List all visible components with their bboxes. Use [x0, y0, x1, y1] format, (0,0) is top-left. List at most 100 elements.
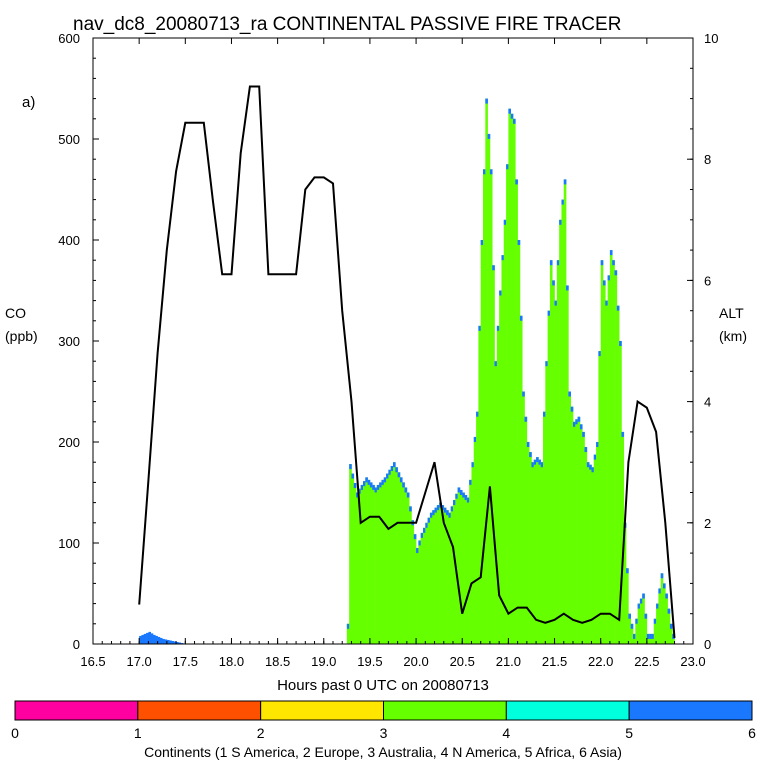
co-bar: [522, 391, 525, 644]
x-axis-label: Hours past 0 UTC on 20080713: [277, 677, 489, 694]
co-bar-asia-cap: [635, 618, 638, 624]
co-asia-bar: [143, 633, 147, 644]
co-bar: [473, 436, 477, 644]
co-bar-asia-cap: [526, 442, 530, 447]
x-tick-label: 21.5: [542, 654, 567, 669]
co-bar: [658, 588, 661, 644]
co-bar: [492, 265, 495, 644]
co-bar-asia-cap: [423, 527, 426, 533]
co-bar: [609, 250, 613, 644]
co-bar-asia-cap: [464, 495, 468, 501]
co-bar-asia-cap: [480, 240, 484, 245]
colorbar-swatch: [383, 700, 507, 721]
co-bar-asia-cap: [388, 469, 391, 475]
y-right-tick-label: 10: [704, 31, 718, 46]
y-left-tick-label: 400: [58, 233, 80, 248]
co-bar: [413, 534, 417, 644]
co-bar: [584, 447, 588, 644]
co-bar: [420, 532, 424, 644]
co-bar: [406, 492, 410, 644]
co-bar: [487, 133, 491, 644]
co-bar-asia-cap: [554, 300, 558, 306]
co-bar-asia-cap: [616, 305, 620, 311]
co-bar: [381, 479, 385, 644]
co-bar-asia-cap: [552, 280, 555, 286]
x-tick-label: 23.0: [680, 654, 705, 669]
co-bar-asia-cap: [455, 493, 458, 499]
co-bar: [441, 505, 445, 644]
co-bar-asia-cap: [393, 462, 396, 468]
co-bar-asia-cap: [626, 568, 629, 574]
co-bar-asia-cap: [358, 488, 361, 494]
co-bar-asia-cap: [566, 285, 569, 291]
co-asia-bar: [146, 632, 149, 644]
co-bar-asia-cap: [605, 300, 608, 306]
co-bar-asia-cap: [508, 108, 511, 114]
co-bar: [633, 633, 636, 644]
co-bar: [526, 442, 530, 644]
co-bar: [464, 495, 468, 644]
co-bar: [538, 459, 541, 644]
co-bar-asia-cap: [559, 219, 562, 225]
co-bar: [356, 492, 359, 644]
co-bar-asia-cap: [517, 240, 521, 245]
co-bar-asia-cap: [538, 459, 541, 465]
co-asia-bar: [153, 634, 156, 644]
co-asia-bar: [159, 637, 163, 644]
colorbar-ticks: 0 1 2 3 4 5 6: [11, 725, 756, 741]
co-bar: [390, 465, 394, 644]
co-bar-asia-cap: [360, 484, 364, 490]
co-bar: [432, 510, 435, 644]
co-bar: [506, 164, 509, 644]
co-bar-asia-cap: [633, 633, 636, 639]
co-bar-asia-cap: [457, 487, 461, 493]
colorbar-swatch: [260, 700, 384, 721]
co-bar: [616, 305, 620, 644]
co-asia-bar: [157, 636, 161, 644]
co-bar: [411, 520, 415, 644]
co-bar: [393, 462, 396, 644]
colorbar-swatch: [14, 700, 139, 721]
colorbar-swatch: [628, 700, 753, 721]
colorbar-tick-label: 0: [11, 725, 19, 741]
co-bar: [397, 472, 401, 644]
colorbar-tick-label: 2: [257, 725, 265, 741]
co-bar: [351, 473, 355, 644]
colorbar-swatch: [137, 700, 262, 721]
co-asia-bar: [141, 634, 145, 644]
co-bar: [383, 477, 387, 644]
co-bar-asia-cap: [494, 361, 498, 367]
co-bar-asia-cap: [656, 603, 659, 609]
co-bar-asia-cap: [466, 497, 470, 503]
co-bar: [353, 483, 357, 644]
co-bar-asia-cap: [570, 406, 574, 412]
co-bar: [646, 633, 650, 644]
co-bar-asia-cap: [390, 465, 394, 471]
co-bar-asia-cap: [614, 270, 618, 276]
chart-title: nav_dc8_20080713_ra CONTINENTAL PASSIVE …: [73, 14, 621, 35]
co-bar: [462, 492, 465, 644]
co-asia-bar: [155, 635, 158, 644]
co-bar-asia-cap: [349, 464, 352, 470]
co-asia-bar: [178, 642, 181, 644]
co-bar: [656, 603, 659, 644]
co-bar-asia-cap: [531, 462, 535, 468]
co-bar: [480, 240, 484, 644]
co-bar: [349, 464, 352, 644]
co-bar-asia-cap: [483, 169, 486, 175]
co-bar: [577, 416, 581, 644]
y-axis-left-units: (ppb): [5, 328, 38, 344]
y-left-tick-label: 200: [58, 435, 80, 450]
co-bar-asia-cap: [612, 260, 615, 266]
co-bar: [469, 479, 472, 644]
co-bar: [533, 459, 537, 644]
co-bar-asia-cap: [598, 351, 601, 357]
co-bar-asia-cap: [376, 484, 380, 490]
co-bar-asia-cap: [471, 462, 475, 468]
co-bar-asia-cap: [637, 603, 641, 609]
co-bar: [531, 462, 535, 644]
altitude-line: [138, 85, 676, 638]
co-asia-bar: [139, 635, 142, 644]
y-left-tick-label: 500: [58, 132, 80, 147]
co-bar-asia-cap: [515, 179, 518, 185]
